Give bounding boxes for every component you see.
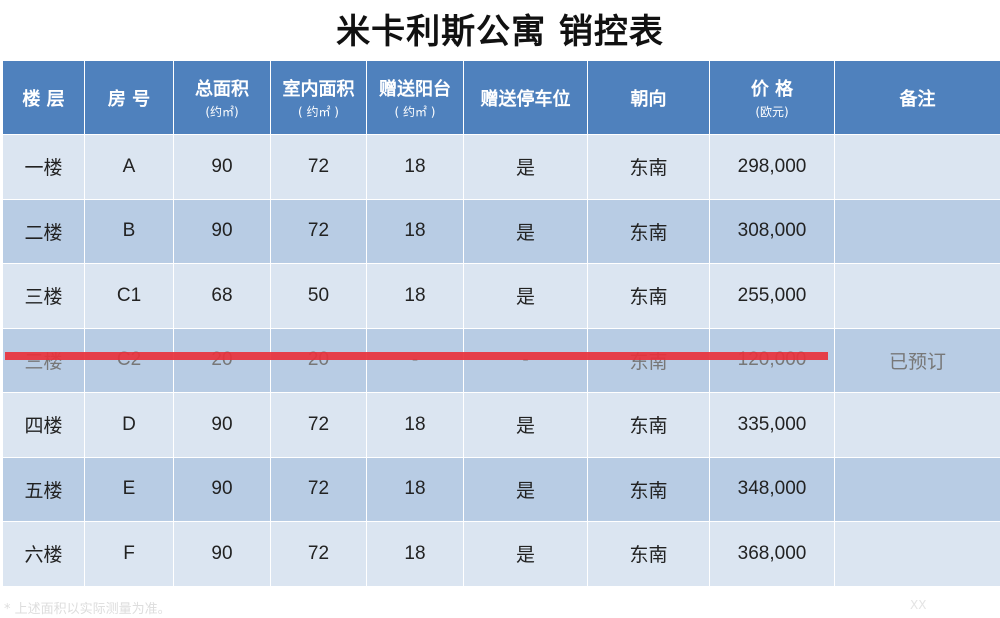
table-cell: 335,000 (709, 392, 835, 458)
table-cell: 72 (270, 456, 367, 522)
table-cell: 120,000 (709, 327, 835, 393)
table-cell: 90 (173, 134, 271, 200)
table-cell: 东南 (587, 327, 710, 393)
table-row: 四楼 D 90 72 18 是东南 335,000 (2, 392, 1000, 458)
column-header: 赠送阳台 ( 约㎡ ) (366, 60, 464, 135)
table-cell: 是 (463, 456, 588, 522)
table-cell: 68 (173, 263, 271, 329)
table-cell: 一楼 (2, 134, 85, 200)
table-cell: B (84, 198, 174, 264)
table-cell (834, 456, 1000, 522)
table-cell: 20 (173, 327, 271, 393)
table-cell: 已预订 (834, 327, 1000, 393)
table-row: 六楼 F 90 72 18 是东南 368,000 (2, 521, 1000, 587)
table-cell: 368,000 (709, 521, 835, 587)
table-cell: 是 (463, 521, 588, 587)
header-unit: (欧元) (755, 105, 789, 119)
table-cell: F (84, 521, 174, 587)
header-row: 楼 层 房 号 总面积 (约㎡) 室内面积 ( 约㎡ ) 赠送阳台 ( 约㎡ ) 赠送停车位 朝向… (2, 60, 1000, 135)
table-cell (834, 392, 1000, 458)
header-label: 价 格 (750, 79, 794, 100)
table-cell: 东南 (587, 392, 710, 458)
table-cell: 二楼 (2, 198, 85, 264)
table-cell: - (366, 327, 464, 393)
table-cell: 90 (173, 198, 271, 264)
table-cell: A (84, 134, 174, 200)
table-cell: 东南 (587, 198, 710, 264)
table-cell: 298,000 (709, 134, 835, 200)
table-cell: 90 (173, 521, 271, 587)
column-header: 总面积 (约㎡) (173, 60, 271, 135)
table-cell: 五楼 (2, 456, 85, 522)
table-cell: 东南 (587, 521, 710, 587)
table-cell: 72 (270, 392, 367, 458)
table-cell: 20 (270, 327, 367, 393)
table-cell: 是 (463, 263, 588, 329)
table-cell: 东南 (587, 263, 710, 329)
header-label: 备注 (899, 88, 936, 110)
column-header: 赠送停车位 (463, 60, 588, 135)
table-cell: 六楼 (2, 521, 85, 587)
table-cell: 18 (366, 392, 464, 458)
table-cell (834, 263, 1000, 329)
table-cell: 72 (270, 134, 367, 200)
table-cell: 90 (173, 392, 271, 458)
header-label: 室内面积 (282, 79, 355, 100)
strikethrough-line (5, 352, 828, 360)
table-cell: 348,000 (709, 456, 835, 522)
table-cell: 18 (366, 456, 464, 522)
table-cell: 255,000 (709, 263, 835, 329)
table-cell (834, 198, 1000, 264)
header-unit: ( 约㎡ ) (298, 105, 339, 119)
table-cell: - (463, 327, 588, 393)
table-cell: 东南 (587, 134, 710, 200)
header-unit: (约㎡) (205, 105, 239, 119)
table-cell: 90 (173, 456, 271, 522)
table-cell: 东南 (587, 456, 710, 522)
table-row: 二楼 B 90 72 18 是东南 308,000 (2, 198, 1000, 264)
header-label: 朝向 (630, 88, 667, 110)
table-row: 三楼 C1 68 50 18 是东南 255,000 (2, 263, 1000, 329)
table-cell: 18 (366, 263, 464, 329)
table-cell: 是 (463, 134, 588, 200)
header-label: 赠送阳台 (379, 79, 451, 100)
table-cell: 72 (270, 198, 367, 264)
column-header: 朝向 (587, 60, 710, 135)
table-cell: 是 (463, 198, 588, 264)
table-cell: D (84, 392, 174, 458)
sales-table: 楼 层 房 号 总面积 (约㎡) 室内面积 ( 约㎡ ) 赠送阳台 ( 约㎡ ) 赠送停车位 朝向… (2, 60, 1000, 587)
table-row: 一楼 A 90 72 18 是东南 298,000 (2, 134, 1000, 200)
page-mark: XX (910, 598, 927, 612)
column-header: 房 号 (84, 60, 174, 135)
table-cell (834, 521, 1000, 587)
table-cell: 72 (270, 521, 367, 587)
header-label: 总面积 (195, 79, 249, 100)
table-cell: C1 (84, 263, 174, 329)
column-header: 楼 层 (2, 60, 85, 135)
table-cell: C2 (84, 327, 174, 393)
column-header: 室内面积 ( 约㎡ ) (270, 60, 367, 135)
header-label: 楼 层 (22, 88, 65, 110)
table-cell (834, 134, 1000, 200)
table-cell: E (84, 456, 174, 522)
table-cell: 308,000 (709, 198, 835, 264)
column-header: 价 格 (欧元) (709, 60, 835, 135)
table-cell: 三楼 (2, 263, 85, 329)
table-row: 三楼C22020--东南120,000已预订 (2, 327, 1000, 393)
footnote: * 上述面积以实际测量为准。 (4, 602, 171, 617)
table-cell: 18 (366, 521, 464, 587)
header-label: 赠送停车位 (480, 88, 571, 110)
page-title: 米卡利斯公寓 销控表 (336, 12, 664, 52)
table-cell: 18 (366, 198, 464, 264)
header-label: 房 号 (107, 88, 151, 110)
table-cell: 四楼 (2, 392, 85, 458)
table-cell: 18 (366, 134, 464, 200)
table-cell: 三楼 (2, 327, 85, 393)
column-header: 备注 (834, 60, 1000, 135)
table-row: 五楼 E 90 72 18 是东南 348,000 (2, 456, 1000, 522)
header-unit: ( 约㎡ ) (394, 105, 436, 119)
table-cell: 是 (463, 392, 588, 458)
table-cell: 50 (270, 263, 367, 329)
